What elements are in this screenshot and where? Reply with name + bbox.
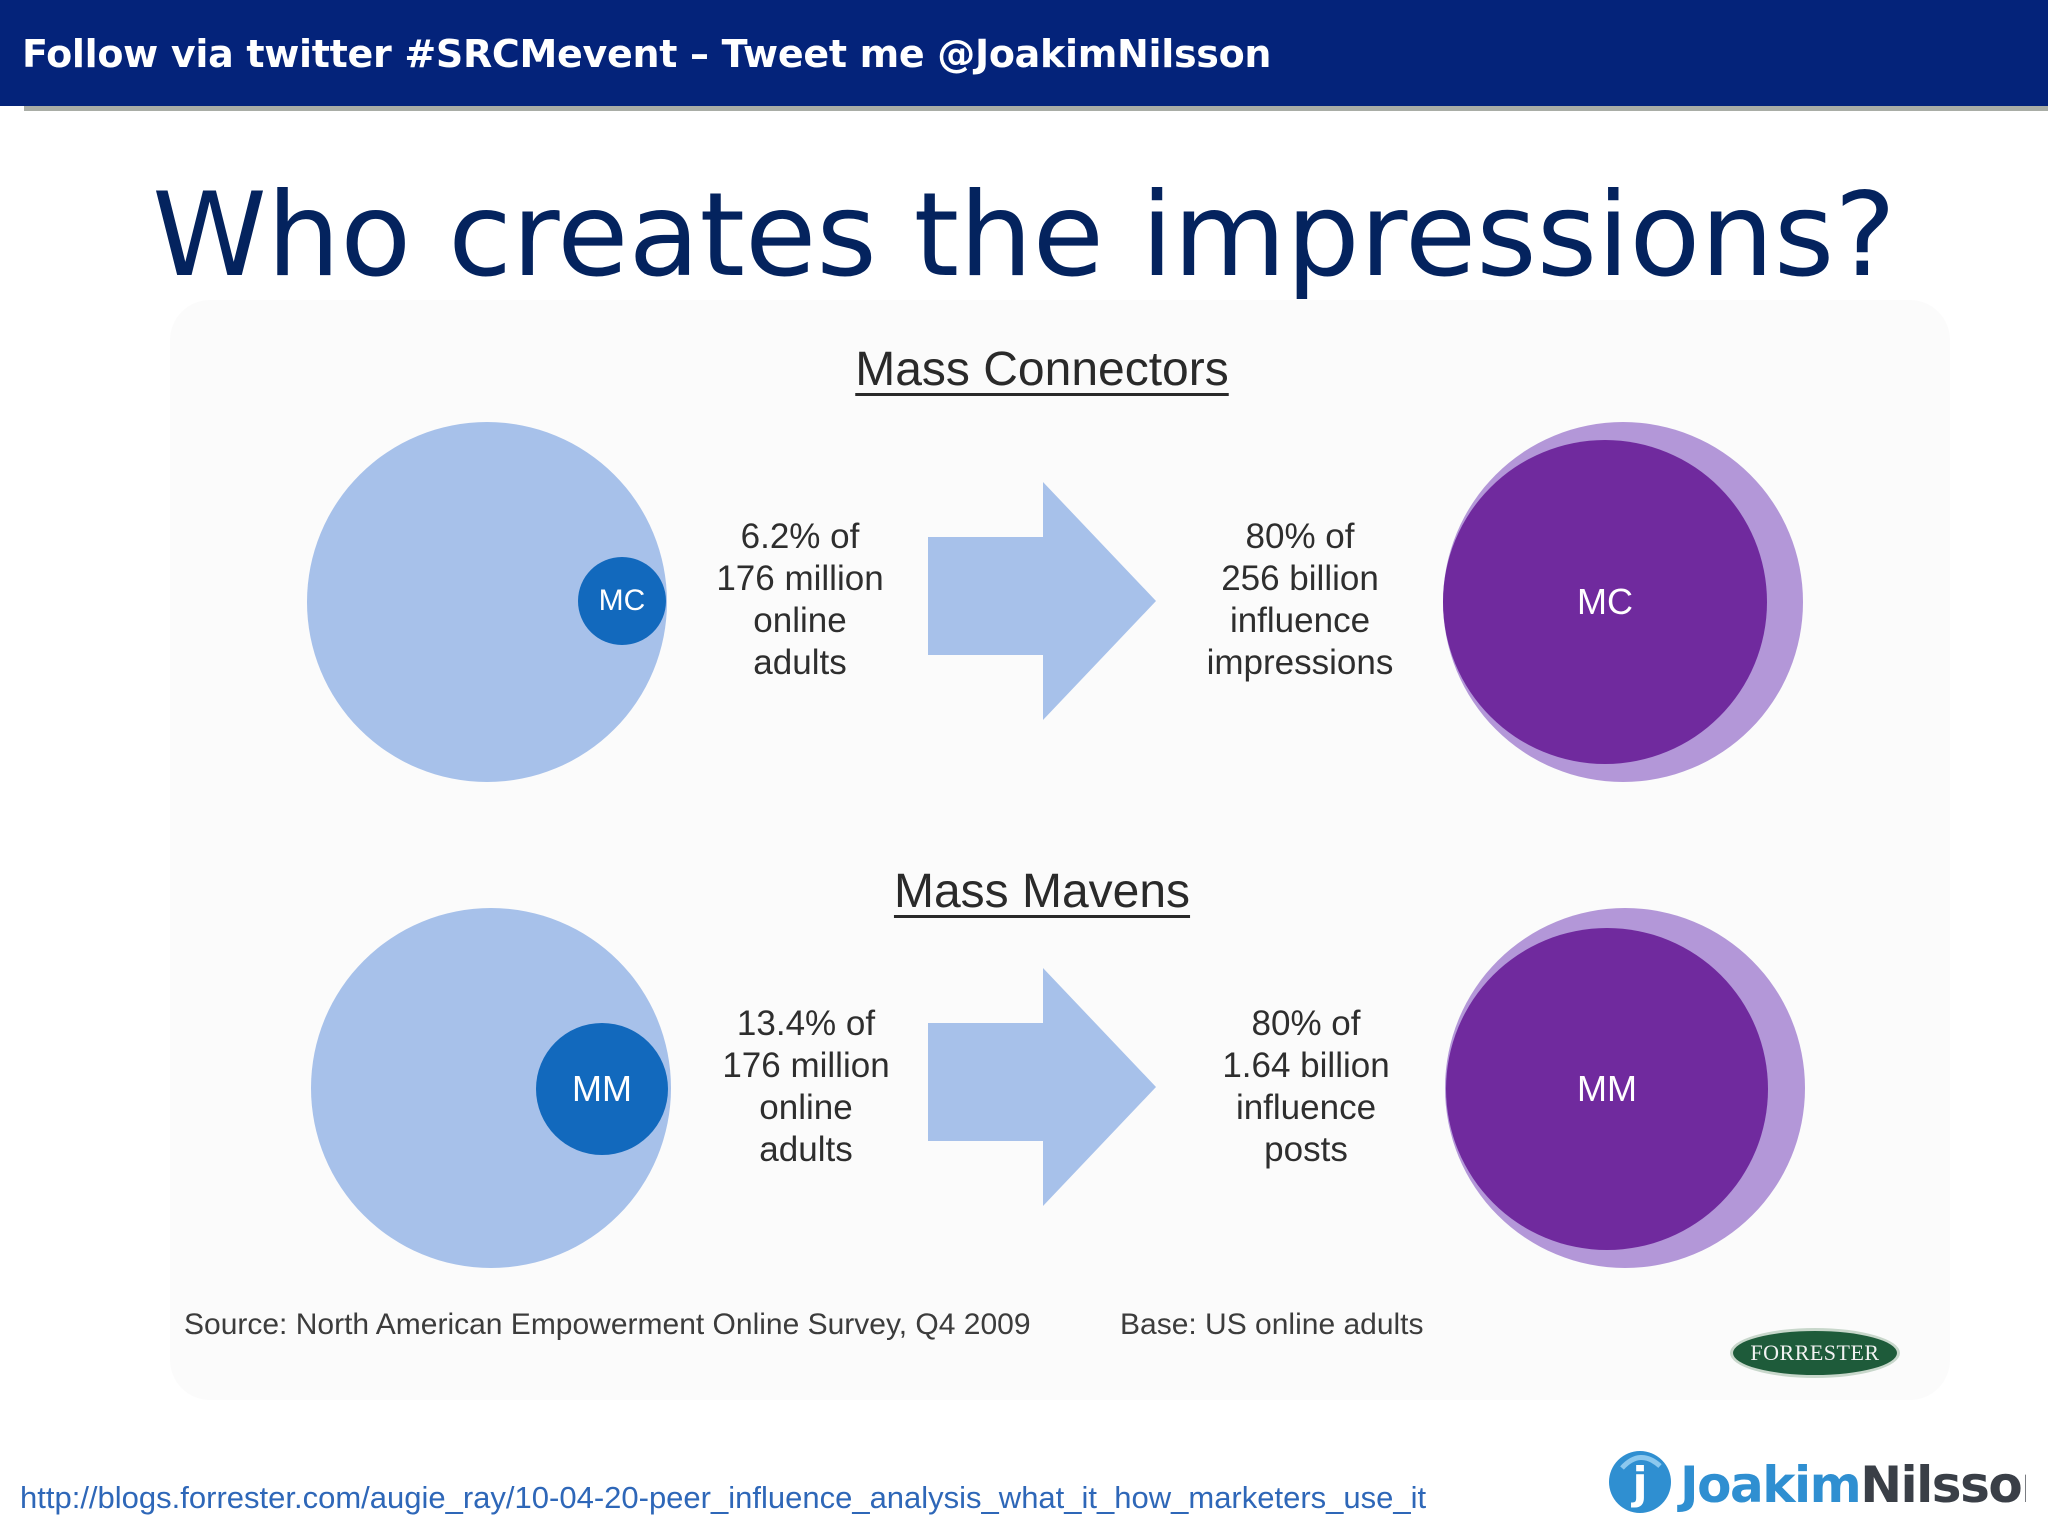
stat-line: influence — [1235, 1088, 1377, 1127]
influence-stat: 80% of 1.64 billion influence posts — [1176, 1003, 1436, 1171]
banner-divider — [24, 106, 2048, 111]
brand-mark: j — [1630, 1458, 1647, 1509]
header-banner: Follow via twitter #SRCMevent – Tweet me… — [0, 0, 2048, 106]
forrester-logo-text: FORRESTER — [1750, 1340, 1880, 1365]
stat-line: 176 million — [722, 1046, 890, 1085]
stat-line: 6.2% of — [740, 517, 860, 556]
section-title-mass-mavens: Mass Mavens — [893, 865, 1191, 918]
stat-line: adults — [759, 1130, 853, 1169]
mc-segment-circle: MC — [578, 557, 666, 645]
forrester-logo: FORRESTER — [1730, 1328, 1900, 1378]
arrow-right-icon — [928, 968, 1156, 1206]
banner-text: Follow via twitter #SRCMevent – Tweet me… — [22, 32, 1272, 76]
stat-line: adults — [753, 643, 847, 682]
stat-line: online — [759, 1088, 853, 1127]
source-note: Source: North American Empowerment Onlin… — [184, 1308, 1031, 1341]
mc-influence-circle: MC — [1443, 440, 1767, 764]
stat-line: 176 million — [716, 559, 884, 598]
brand-last-name: Nilsson — [1860, 1456, 2026, 1514]
arrow-right-icon — [928, 482, 1156, 720]
segment-label: MM — [572, 1068, 632, 1109]
influence-stat: 80% of 256 billion influence impressions — [1170, 516, 1430, 684]
section-title-mass-connectors: Mass Connectors — [855, 343, 1229, 396]
stat-line: 13.4% of — [736, 1004, 876, 1043]
mm-segment-circle: MM — [536, 1023, 668, 1155]
stat-line: 256 billion — [1221, 559, 1379, 598]
joakim-nilsson-logo: j JoakimNilsson — [1609, 1451, 2026, 1514]
mm-influence-circle: MM — [1446, 928, 1768, 1250]
population-stat: 13.4% of 176 million online adults — [676, 1003, 936, 1171]
brand-first-name: Joakim — [1677, 1456, 1860, 1514]
stat-line: 80% of — [1251, 1004, 1361, 1043]
influence-label: MM — [1577, 1068, 1637, 1109]
influence-label: MC — [1577, 581, 1633, 622]
stat-line: posts — [1264, 1130, 1348, 1169]
slide-title: Who creates the impressions? — [152, 168, 1896, 303]
svg-text:JoakimNilsson: JoakimNilsson — [1677, 1456, 2026, 1514]
stat-line: impressions — [1206, 643, 1394, 682]
source-link[interactable]: http://blogs.forrester.com/augie_ray/10-… — [20, 1480, 1427, 1515]
stat-line: 1.64 billion — [1222, 1046, 1390, 1085]
base-note: Base: US online adults — [1120, 1308, 1424, 1341]
stat-line: online — [753, 601, 847, 640]
stat-line: 80% of — [1245, 517, 1355, 556]
population-stat: 6.2% of 176 million online adults — [670, 516, 930, 684]
segment-label: MC — [598, 584, 646, 617]
stat-line: influence — [1229, 601, 1371, 640]
